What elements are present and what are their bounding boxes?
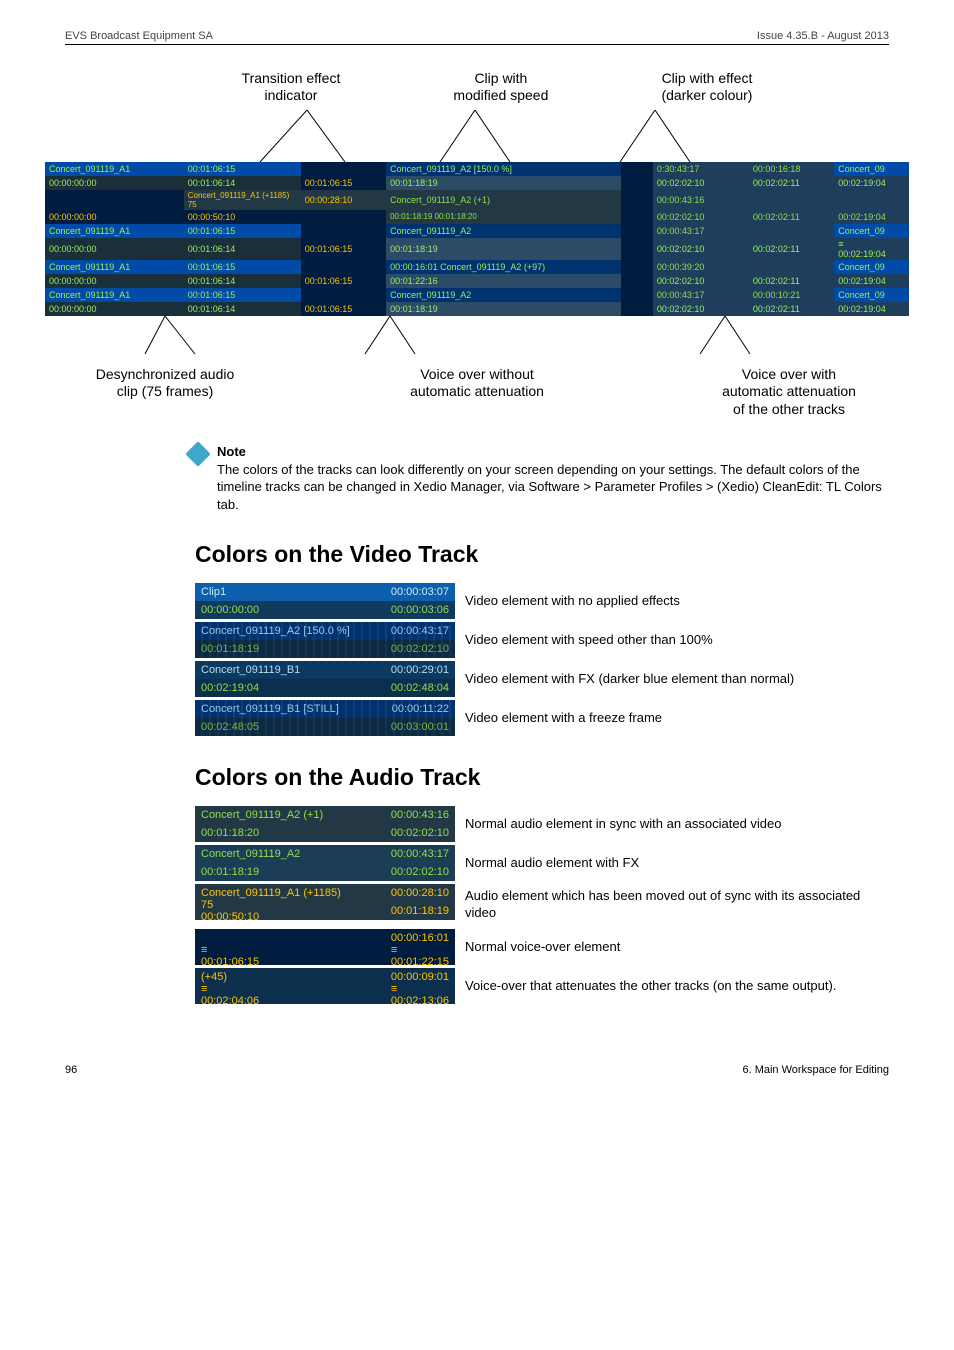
bottom-label-voiceover-noauto: Voice over withoutautomatic attenuation: [377, 366, 577, 419]
audio-legend-swatch: 00:00:16:01≡00:01:06:15≡00:01:22:15: [195, 929, 455, 965]
note-body: The colors of the tracks can look differ…: [217, 461, 889, 514]
audio-legend-swatch: Concert_091119_A200:00:43:1700:01:18:190…: [195, 845, 455, 881]
top-label-speed: Clip withmodified speed: [453, 70, 548, 104]
video-legend-swatch: Concert_091119_B100:00:29:0100:02:19:040…: [195, 661, 455, 697]
timeline-diagram: Transition effectindicator Clip withmodi…: [45, 70, 909, 418]
doc-header-left: EVS Broadcast Equipment SA: [65, 30, 213, 42]
audio-legend-swatch: (+45)00:00:09:01≡00:02:04:06≡00:02:13:06: [195, 968, 455, 1004]
page-number: 96: [65, 1064, 77, 1076]
note-block: Note The colors of the tracks can look d…: [195, 443, 889, 513]
video-legend-swatch: Concert_091119_A2 [150.0 %]00:00:43:1700…: [195, 622, 455, 658]
video-legend-description: Video element with speed other than 100%: [455, 622, 889, 658]
audio-legend-swatch: Concert_091119_A1 (+1185)00:00:28:107500…: [195, 884, 455, 926]
video-legend-row: Concert_091119_B100:00:29:0100:02:19:040…: [195, 661, 889, 697]
note-title: Note: [217, 443, 889, 461]
footer-section: 6. Main Workspace for Editing: [742, 1064, 889, 1076]
video-legend-row: Concert_091119_A2 [150.0 %]00:00:43:1700…: [195, 622, 889, 658]
audio-legend-description: Audio element which has been moved out o…: [455, 884, 889, 926]
top-label-effect: Clip with effect(darker colour): [661, 70, 752, 104]
top-label-transition: Transition effectindicator: [242, 70, 341, 104]
audio-legend-row: 00:00:16:01≡00:01:06:15≡00:01:22:15Norma…: [195, 929, 889, 965]
audio-legend-row: (+45)00:00:09:01≡00:02:04:06≡00:02:13:06…: [195, 968, 889, 1004]
video-legend-swatch: Clip100:00:03:0700:00:00:0000:00:03:06: [195, 583, 455, 619]
doc-header-right: Issue 4.35.B - August 2013: [757, 30, 889, 42]
bottom-label-desync: Desynchronized audioclip (75 frames): [65, 366, 265, 419]
video-legend-swatch: Concert_091119_B1 [STILL]00:00:11:2200:0…: [195, 700, 455, 736]
top-connector-lines: [45, 110, 909, 162]
section-video-title: Colors on the Video Track: [195, 541, 889, 568]
audio-legend-row: Concert_091119_A2 (+1)00:00:43:1600:01:1…: [195, 806, 889, 842]
bottom-connector-lines: [45, 316, 909, 356]
video-legend-description: Video element with no applied effects: [455, 583, 889, 619]
timeline-grid: Concert_091119_A100:01:06:15Concert_0911…: [45, 162, 909, 316]
video-legend-description: Video element with FX (darker blue eleme…: [455, 661, 889, 697]
bottom-label-voiceover-auto: Voice over withautomatic attenuationof t…: [689, 366, 889, 419]
header-rule: [65, 44, 889, 45]
audio-legend-swatch: Concert_091119_A2 (+1)00:00:43:1600:01:1…: [195, 806, 455, 842]
audio-legend-row: Concert_091119_A1 (+1185)00:00:28:107500…: [195, 884, 889, 926]
video-legend: Clip100:00:03:0700:00:00:0000:00:03:06Vi…: [65, 583, 889, 736]
audio-legend-description: Normal audio element in sync with an ass…: [455, 806, 889, 842]
video-legend-row: Concert_091119_B1 [STILL]00:00:11:2200:0…: [195, 700, 889, 736]
audio-legend-description: Voice-over that attenuates the other tra…: [455, 968, 889, 1004]
video-legend-description: Video element with a freeze frame: [455, 700, 889, 736]
audio-legend: Concert_091119_A2 (+1)00:00:43:1600:01:1…: [65, 806, 889, 1004]
audio-legend-row: Concert_091119_A200:00:43:1700:01:18:190…: [195, 845, 889, 881]
video-legend-row: Clip100:00:03:0700:00:00:0000:00:03:06Vi…: [195, 583, 889, 619]
audio-legend-description: Normal voice-over element: [455, 929, 889, 965]
audio-legend-description: Normal audio element with FX: [455, 845, 889, 881]
section-audio-title: Colors on the Audio Track: [195, 764, 889, 791]
